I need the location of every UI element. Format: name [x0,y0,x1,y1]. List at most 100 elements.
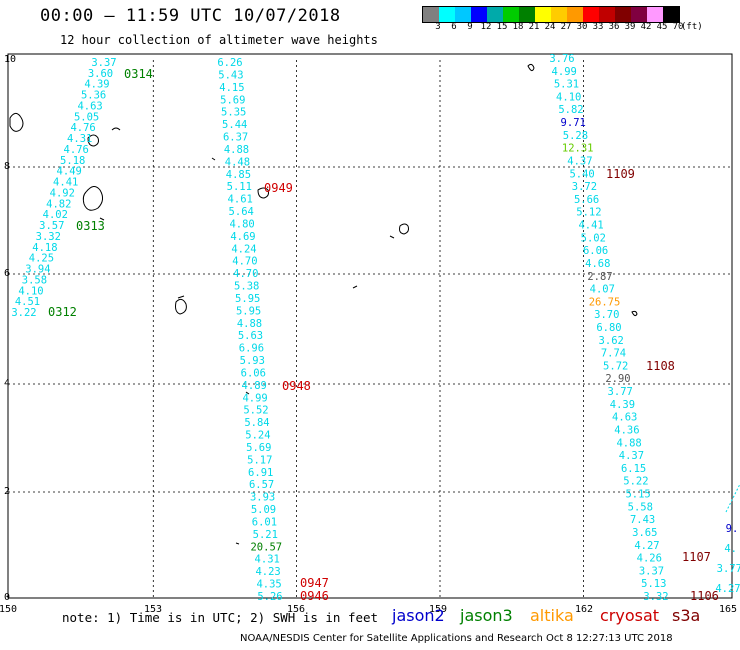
swh-value-label: 5.26 [257,591,282,603]
swh-value-label: 3.22 [11,307,36,319]
y-tick-label: 10 [4,54,16,65]
colorbar-label: 9 [467,22,473,32]
island-outline [527,63,535,72]
swh-value-label: 5.69 [220,94,245,106]
swh-value-label: 5.43 [218,69,243,81]
swh-value-label: 4.85 [226,169,251,181]
legend-jason2: jason2 [392,606,445,625]
swh-value-label: 4. [724,543,737,555]
x-tick-label: 159 [429,604,447,615]
swh-value-label: 4.70 [233,268,258,280]
island-outline [352,285,358,289]
swh-value-label: 5.11 [227,181,252,193]
swh-value-label: 5.63 [238,330,263,342]
swh-value-label: 5.35 [221,107,246,119]
swh-value-label: 6.01 [252,517,277,529]
swh-value-label: 4.76 [70,122,95,134]
track-west: 3.373.604.395.364.635.054.764.314.765.18… [11,57,116,319]
swh-value-label: 5.18 [60,155,85,167]
swh-value-label: 4.31 [67,133,92,145]
x-tick-label: 150 [0,604,17,615]
swh-value-label: 5.09 [251,504,276,516]
colorbar-swatch [647,7,663,22]
swh-value-label: 4.27 [634,540,659,552]
swh-value-label: 3.77 [608,386,633,398]
swh-value-label: 20.57 [250,541,282,553]
swh-value-label: 4.68 [585,258,610,270]
swh-value-label: 6.96 [239,343,264,355]
swh-value-label: 4.15 [219,82,244,94]
swh-value-label: 5.12 [576,207,601,219]
swh-value-label: 6.57 [249,479,274,491]
swh-value-label: 26.75 [589,296,621,308]
swh-value-label: 4.27 [715,583,740,595]
legend-s3a: s3a [672,606,701,625]
swh-value-label: 9. [726,523,739,535]
island-outline [175,298,187,315]
colorbar-label: 36 [608,22,620,32]
pass-time-label: 0948 [282,379,311,393]
swh-value-label: 4.37 [567,156,592,168]
colorbar-swatch [519,7,535,22]
island-outline [111,127,121,131]
coastlines [9,63,638,545]
swh-value-label: 5.52 [243,405,268,417]
swh-value-label: 5.22 [623,476,648,488]
swh-value-label: 7.43 [630,514,655,526]
pass-time-label: 0312 [48,305,77,319]
pass-time-label: 1107 [682,550,711,564]
colorbar-swatch [487,7,503,22]
swh-value-label: 4.63 [612,412,637,424]
colorbar-label: 6 [451,22,457,32]
swh-value-label: 3.76 [549,53,574,65]
swh-value-label: 5.72 [603,360,628,372]
colorbar-swatch [423,7,439,22]
swh-value-label: 5.66 [574,194,599,206]
swh-value-label: 4.51 [15,296,40,308]
swh-value-label: 4.24 [231,243,256,255]
swh-value-label: 2.87 [587,271,612,283]
island-outline [82,186,104,211]
swh-value-label: 3.72 [572,181,597,193]
swh-value-label: 5.95 [235,293,260,305]
swh-value-label: 4.99 [552,66,577,78]
legend-altika: altika [530,606,574,625]
swh-value-label: 5.31 [554,79,579,91]
page-subtitle: 12 hour collection of altimeter wave hei… [60,33,378,47]
swh-value-label: 3.37 [639,565,664,577]
swh-value-label: 5.95 [236,305,261,317]
swh-value-label: 4.39 [610,399,635,411]
pass-time-label: 1108 [646,359,675,373]
colorbar-label: 42 [640,22,652,32]
legend-jason3: jason3 [460,606,513,625]
legend-cryosat: cryosat [600,606,660,625]
swh-value-label: 4.61 [228,194,253,206]
swh-value-label: 5.40 [569,168,594,180]
swh-value-label: 4.80 [229,218,254,230]
swh-value-label: 4.70 [232,256,257,268]
x-tick-label: 165 [719,604,737,615]
swh-value-label: 4.10 [556,91,581,103]
swh-value-label: 4.41 [53,177,78,189]
colorbar-swatch [535,7,551,22]
swh-value-label: 5.28 [563,130,588,142]
pass-time-label: 1109 [606,167,635,181]
swh-value-label: 4.39 [84,79,109,91]
swh-value-label: 5.64 [229,206,254,218]
swh-value-label: 5.02 [581,232,606,244]
footer-note: note: 1) Time is in UTC; 2) SWH is in fe… [62,610,379,625]
pass-time-label: 0946 [300,589,329,603]
swh-value-label: 6.80 [596,322,621,334]
island-outline [99,217,105,221]
swh-value-label: 4.63 [77,101,102,113]
x-tick-label: 156 [287,604,305,615]
colorbar-label: 27 [560,22,572,32]
swh-value-label: 7.74 [601,348,626,360]
swh-value-label: 5.38 [234,281,259,293]
swh-value-label: 4.31 [255,554,280,566]
track-edge: 9. 4. 3.77 4.27 [715,523,740,595]
swh-value-label: 5.84 [244,417,269,429]
swh-value-label: 3.62 [599,335,624,347]
y-tick-label: 0 [4,592,10,603]
